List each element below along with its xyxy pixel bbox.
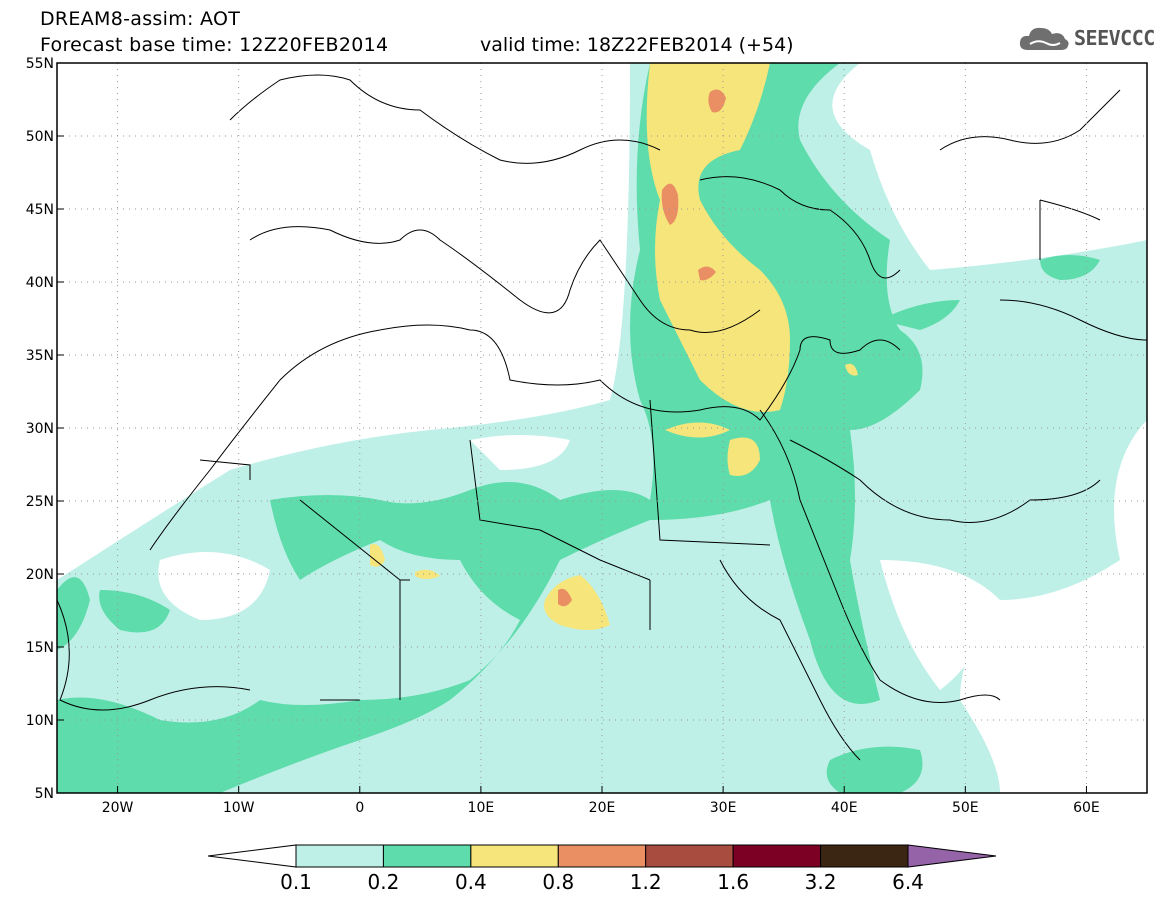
colorbar-labels: 0.1 0.2 0.4 0.8 1.2 1.6 3.2 6.4	[280, 870, 924, 894]
coastlines	[57, 74, 1147, 761]
aot-field-low-gap	[880, 560, 1000, 690]
aot-field-low-gap	[158, 552, 270, 620]
colorbar-box	[470, 844, 559, 868]
colorbar-label: 1.2	[630, 870, 662, 894]
colorbar-boxes	[207, 844, 997, 868]
lon-tick-label: 40E	[831, 800, 858, 816]
colorbar-min-triangle	[207, 844, 297, 868]
lat-tick-label: 25N	[26, 494, 54, 510]
aot-field-peak	[698, 266, 716, 281]
lon-tick-label: 10W	[223, 800, 255, 816]
axis-tick-labels: 20W 10W 0 10E 20E 30E 40E 50E 60E 55N 50N 45N 40N 35N…	[26, 56, 1100, 816]
colorbar-label: 6.4	[892, 870, 924, 894]
lat-tick-label: 20N	[26, 567, 54, 583]
aot-field-high	[646, 63, 790, 412]
aot-field-high	[544, 575, 610, 630]
aot-field-peak	[661, 183, 679, 225]
colorbar-label: 3.2	[805, 870, 837, 894]
colorbar-box	[820, 844, 909, 868]
colorbar-label: 0.1	[280, 870, 312, 894]
aot-field-high	[370, 544, 385, 567]
lon-tick-label: 0	[355, 800, 364, 816]
lon-tick-label: 10E	[468, 800, 495, 816]
lat-tick-label: 10N	[26, 713, 54, 729]
lon-tick-label: 30E	[710, 800, 737, 816]
aot-field-medium	[57, 577, 90, 650]
colorbar-box	[732, 844, 822, 868]
aot-field-low-gap	[470, 435, 570, 470]
lat-tick-label: 5N	[35, 786, 54, 802]
lat-tick-label: 30N	[26, 421, 54, 437]
aot-field-peak	[558, 588, 572, 607]
logo-text: SEEVCCC	[1074, 26, 1155, 50]
lat-tick-label: 40N	[26, 275, 54, 291]
colorbar-box	[382, 844, 472, 868]
forecast-base-time: Forecast base time: 12Z20FEB2014	[40, 34, 389, 56]
lat-tick-label: 55N	[26, 56, 54, 72]
aot-field-medium	[1040, 255, 1100, 280]
aot-field-high	[845, 363, 858, 376]
lon-tick-label: 50E	[952, 800, 979, 816]
axis-ticks	[57, 62, 1087, 794]
aot-field-medium	[826, 746, 923, 793]
colorbar-label: 0.4	[455, 870, 487, 894]
colorbar-box	[645, 844, 734, 868]
valid-time: valid time: 18Z22FEB2014 (+54)	[480, 34, 794, 56]
lon-tick-label: 20W	[102, 800, 134, 816]
lat-tick-label: 35N	[26, 348, 54, 364]
colorbar-box	[295, 844, 384, 868]
colorbar-label: 0.8	[542, 870, 574, 894]
colorbar-label: 0.2	[368, 870, 400, 894]
lon-tick-label: 60E	[1073, 800, 1100, 816]
colorbar-box	[557, 844, 647, 868]
lon-tick-label: 20E	[589, 800, 616, 816]
lat-tick-label: 15N	[26, 640, 54, 656]
lat-tick-label: 45N	[26, 202, 54, 218]
colorbar-max-triangle	[907, 844, 997, 868]
seevccc-logo: SEEVCCC	[1018, 24, 1155, 52]
aot-field-high	[415, 569, 440, 579]
lat-tick-label: 50N	[26, 129, 54, 145]
aot-fields	[57, 63, 1147, 793]
chart-title: DREAM8-assim: AOT	[40, 8, 241, 30]
aot-field-medium	[99, 590, 170, 633]
cloud-icon	[1019, 27, 1069, 50]
aot-field-peak	[708, 89, 726, 113]
aot-field-high	[727, 437, 760, 476]
aot-field-medium	[880, 300, 960, 330]
colorbar-label: 1.6	[717, 870, 749, 894]
aot-field-high	[665, 422, 730, 438]
